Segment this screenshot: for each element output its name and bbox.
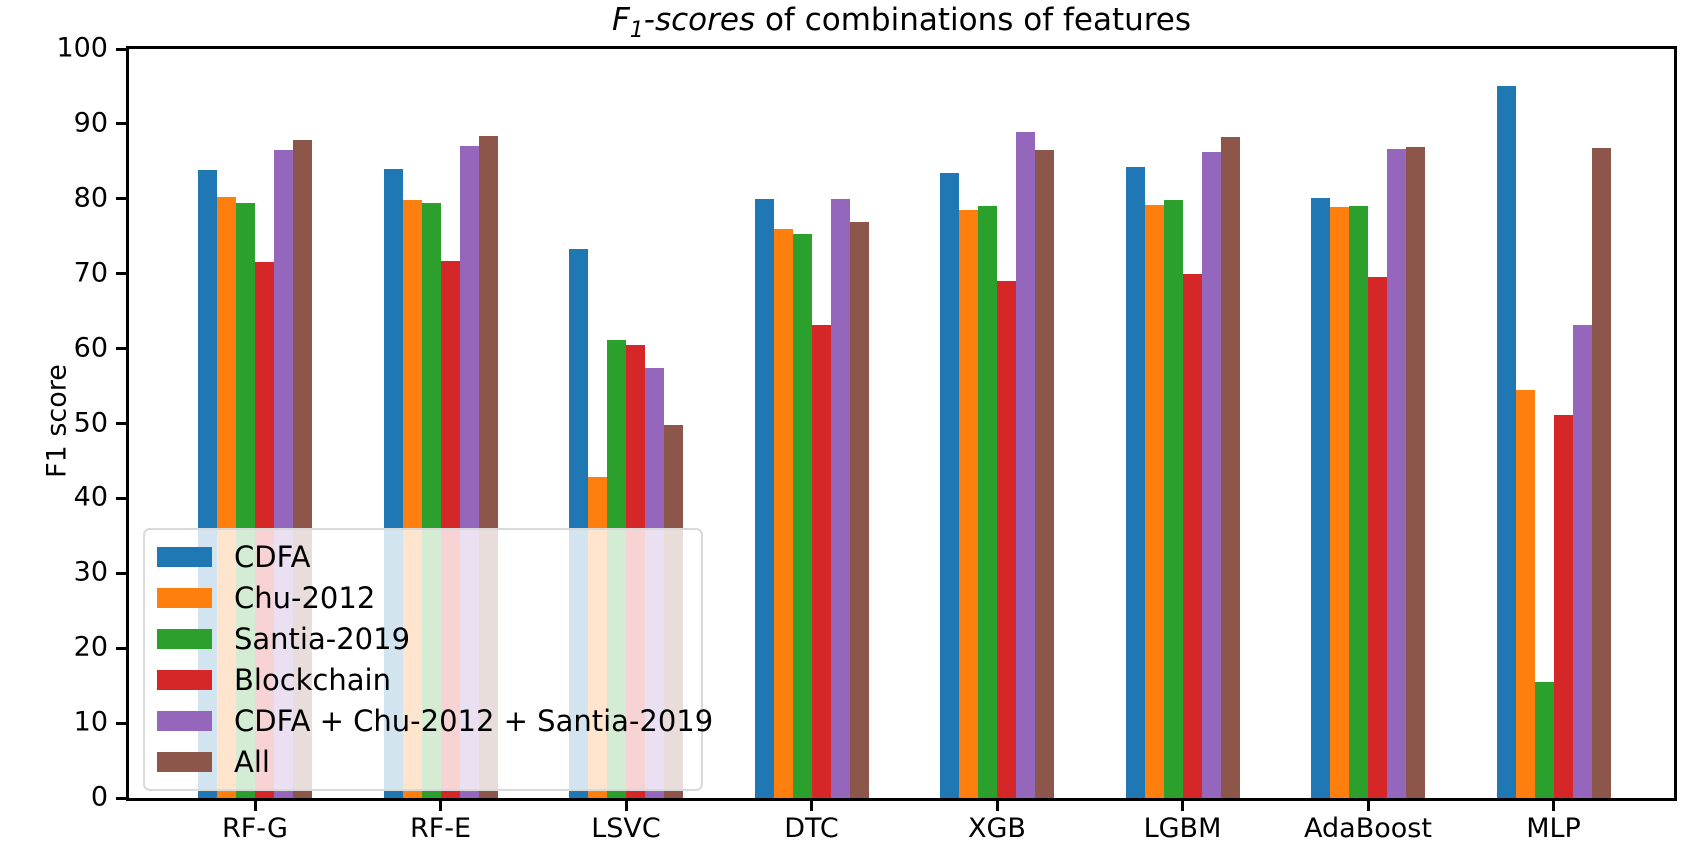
bar-LGBM-CDFA (1125, 166, 1145, 798)
plot-area (126, 46, 1677, 801)
y-tick-mark-0 (116, 796, 126, 800)
bar-LGBM-Santia-2019 (1163, 199, 1183, 798)
x-tick-label-XGB: XGB (968, 813, 1026, 844)
y-tick-label-100: 100 (56, 32, 108, 64)
legend-row: CDFA + Chu-2012 + Santia-2019 (157, 701, 713, 741)
bar-LGBM-Blockchain (1182, 273, 1202, 798)
bar-MLP-Santia-2019 (1534, 681, 1554, 798)
bar-MLP-Blockchain (1553, 415, 1573, 798)
bar-AdaBoost-Blockchain (1368, 276, 1387, 798)
y-tick-label-70: 70 (73, 256, 108, 288)
bar-LGBM-All (1220, 137, 1240, 798)
x-tick-mark-XGB (995, 801, 999, 811)
legend-swatch-All (157, 752, 212, 772)
bar-DTC-CDFA + Chu-2012 + Santia-2019 (830, 198, 850, 798)
legend-label: CDFA + Chu-2012 + Santia-2019 (234, 704, 714, 738)
bar-XGB-Blockchain (997, 281, 1016, 798)
x-tick-label-AdaBoost: AdaBoost (1304, 813, 1432, 844)
y-tick-mark-70 (116, 272, 126, 276)
title-math-prefix: F (611, 2, 630, 38)
y-tick-label-0: 0 (90, 781, 108, 813)
y-tick-label-60: 60 (73, 331, 108, 363)
y-tick-mark-10 (116, 721, 126, 725)
y-tick-mark-60 (116, 347, 126, 351)
x-tick-label-MLP: MLP (1526, 813, 1581, 844)
x-tick-mark-LGBM (1181, 801, 1184, 811)
x-tick-mark-RF-E (439, 801, 442, 811)
x-tick-mark-DTC (810, 801, 813, 811)
chart-title: F1-scores of combinations of features (126, 2, 1677, 43)
bar-MLP-CDFA (1496, 86, 1516, 798)
legend-row: Blockchain (157, 660, 691, 700)
x-tick-label-LGBM: LGBM (1143, 813, 1222, 844)
y-tick-mark-90 (116, 122, 126, 126)
bar-AdaBoost-Chu-2012 (1330, 207, 1349, 798)
legend-row: All (157, 742, 691, 782)
y-tick-mark-100 (116, 47, 126, 51)
legend-row: CDFA (157, 537, 691, 577)
y-tick-mark-30 (116, 571, 126, 575)
bar-XGB-CDFA (940, 172, 959, 798)
bar-DTC-All (849, 222, 869, 798)
bar-AdaBoost-All (1406, 147, 1425, 798)
bar-DTC-CDFA (754, 198, 774, 798)
x-tick-label-LSVC: LSVC (591, 813, 661, 844)
bar-MLP-All (1591, 147, 1611, 798)
bar-AdaBoost-CDFA + Chu-2012 + Santia-2019 (1387, 149, 1406, 798)
x-tick-mark-MLP (1552, 801, 1555, 811)
y-tick-mark-40 (116, 496, 126, 500)
y-tick-label-50: 50 (73, 406, 108, 438)
bar-AdaBoost-Santia-2019 (1349, 206, 1368, 798)
bar-XGB-All (1035, 150, 1054, 798)
legend-label: Blockchain (234, 663, 391, 697)
bar-DTC-Chu-2012 (773, 228, 793, 798)
x-tick-label-RF-E: RF-E (409, 813, 472, 844)
y-tick-mark-50 (116, 422, 126, 425)
y-tick-mark-20 (116, 646, 126, 650)
y-tick-label-40: 40 (73, 481, 108, 513)
x-tick-mark-RF-G (253, 801, 257, 811)
legend-row: Santia-2019 (157, 619, 691, 659)
y-tick-label-10: 10 (73, 706, 108, 738)
legend-label: Chu-2012 (234, 581, 376, 615)
legend-swatch-Santia-2019 (157, 629, 212, 649)
legend-swatch-Chu-2012 (157, 588, 212, 608)
legend-label: CDFA (234, 540, 311, 574)
y-tick-label-20: 20 (73, 631, 108, 663)
legend-row: Chu-2012 (157, 578, 691, 618)
y-tick-mark-80 (116, 197, 126, 201)
bar-DTC-Blockchain (811, 325, 831, 798)
legend-label: All (234, 745, 270, 779)
bar-XGB-Chu-2012 (959, 210, 978, 798)
title-math-subscript: 1 (629, 18, 644, 44)
legend-swatch-CDFA (157, 547, 212, 567)
legend-swatch-Blockchain (157, 670, 212, 690)
title-rest: of combinations of features (755, 2, 1192, 38)
bar-LGBM-CDFA + Chu-2012 + Santia-2019 (1201, 151, 1221, 798)
bar-XGB-Santia-2019 (978, 205, 997, 798)
bar-DTC-Santia-2019 (792, 234, 812, 798)
y-tick-label-90: 90 (73, 107, 108, 139)
bar-LGBM-Chu-2012 (1144, 204, 1164, 798)
y-tick-label-80: 80 (73, 182, 108, 214)
legend-swatch-CDFA + Chu-2012 + Santia-2019 (157, 711, 212, 731)
x-tick-label-DTC: DTC (784, 813, 839, 844)
bar-AdaBoost-CDFA (1311, 198, 1330, 798)
bar-XGB-CDFA + Chu-2012 + Santia-2019 (1016, 132, 1035, 798)
y-tick-label-30: 30 (73, 556, 108, 588)
x-tick-label-RF-G: RF-G (222, 813, 288, 844)
bar-MLP-CDFA + Chu-2012 + Santia-2019 (1572, 324, 1592, 798)
x-tick-mark-LSVC (624, 801, 628, 811)
bar-MLP-Chu-2012 (1515, 389, 1535, 798)
x-tick-mark-AdaBoost (1366, 801, 1370, 811)
legend-label: Santia-2019 (234, 622, 411, 656)
title-math-suffix: -scores (643, 2, 756, 38)
legend: CDFA Chu-2012 Santia-2019 Blockchain CDFA + … (143, 528, 713, 791)
